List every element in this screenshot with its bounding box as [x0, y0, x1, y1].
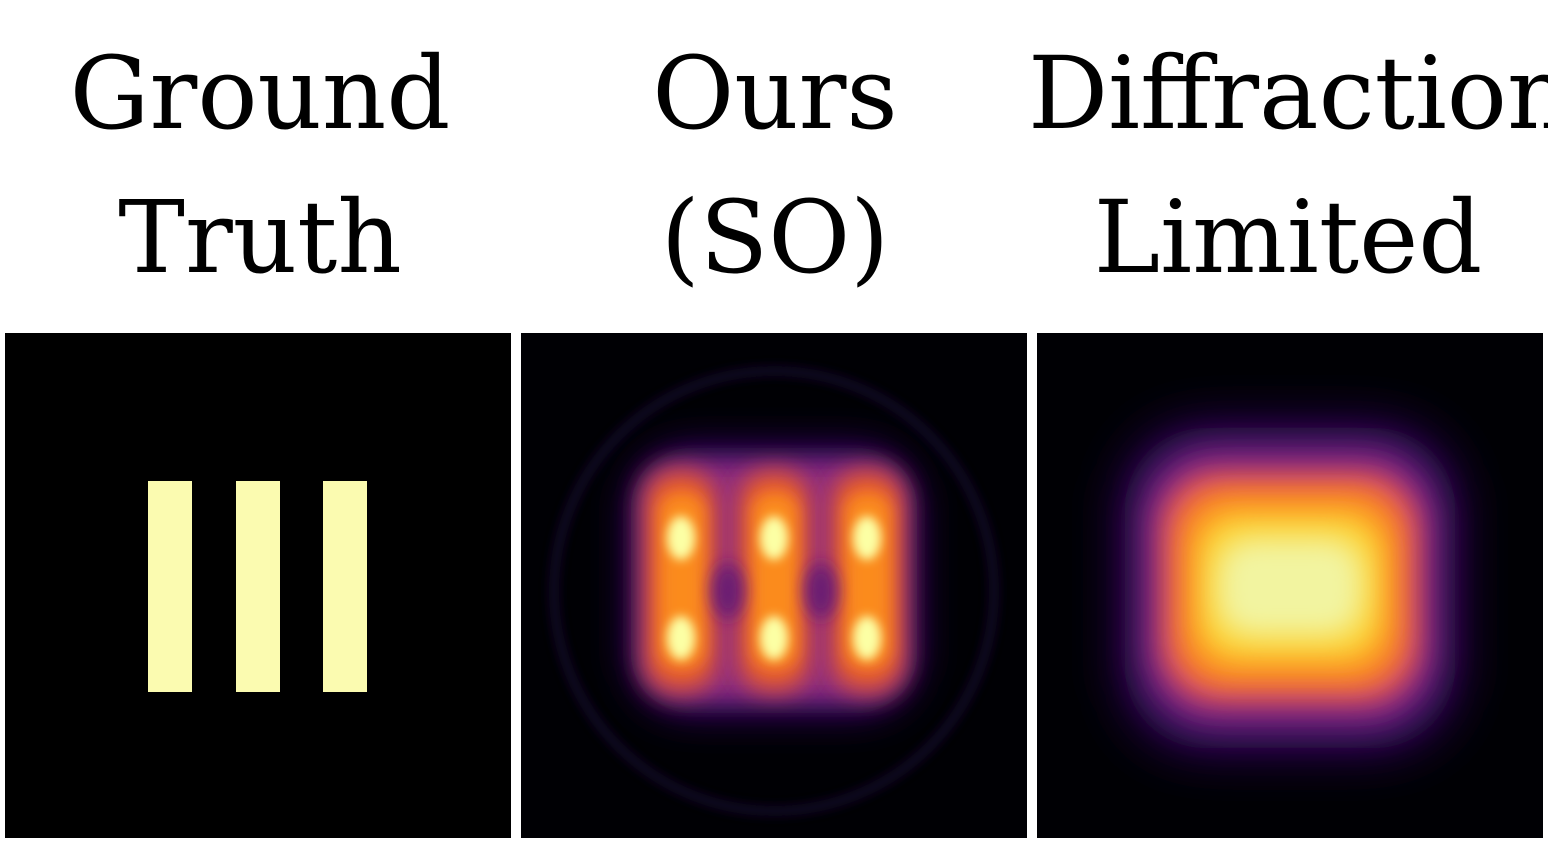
- diffraction-limited-image: [1037, 333, 1543, 838]
- ground-truth-image: [5, 333, 511, 838]
- title-diffraction-limited: Diffraction Limited: [1028, 22, 1548, 310]
- ground-truth-bar-2: [236, 481, 280, 692]
- title-ours-so-line1: Ours: [652, 35, 898, 152]
- title-ground-truth-line2: Truth: [118, 179, 402, 296]
- title-ours-so-line2: (SO): [660, 179, 890, 296]
- ours-so-image: [521, 333, 1027, 838]
- title-ours-so: Ours (SO): [515, 22, 1035, 310]
- ground-truth-bar-3: [323, 481, 367, 692]
- title-diffraction-limited-line1: Diffraction: [1028, 35, 1548, 152]
- ground-truth-bar-1: [148, 481, 192, 692]
- title-ground-truth: Ground Truth: [0, 22, 520, 310]
- title-diffraction-limited-line2: Limited: [1093, 179, 1483, 296]
- title-ground-truth-line1: Ground: [69, 35, 451, 152]
